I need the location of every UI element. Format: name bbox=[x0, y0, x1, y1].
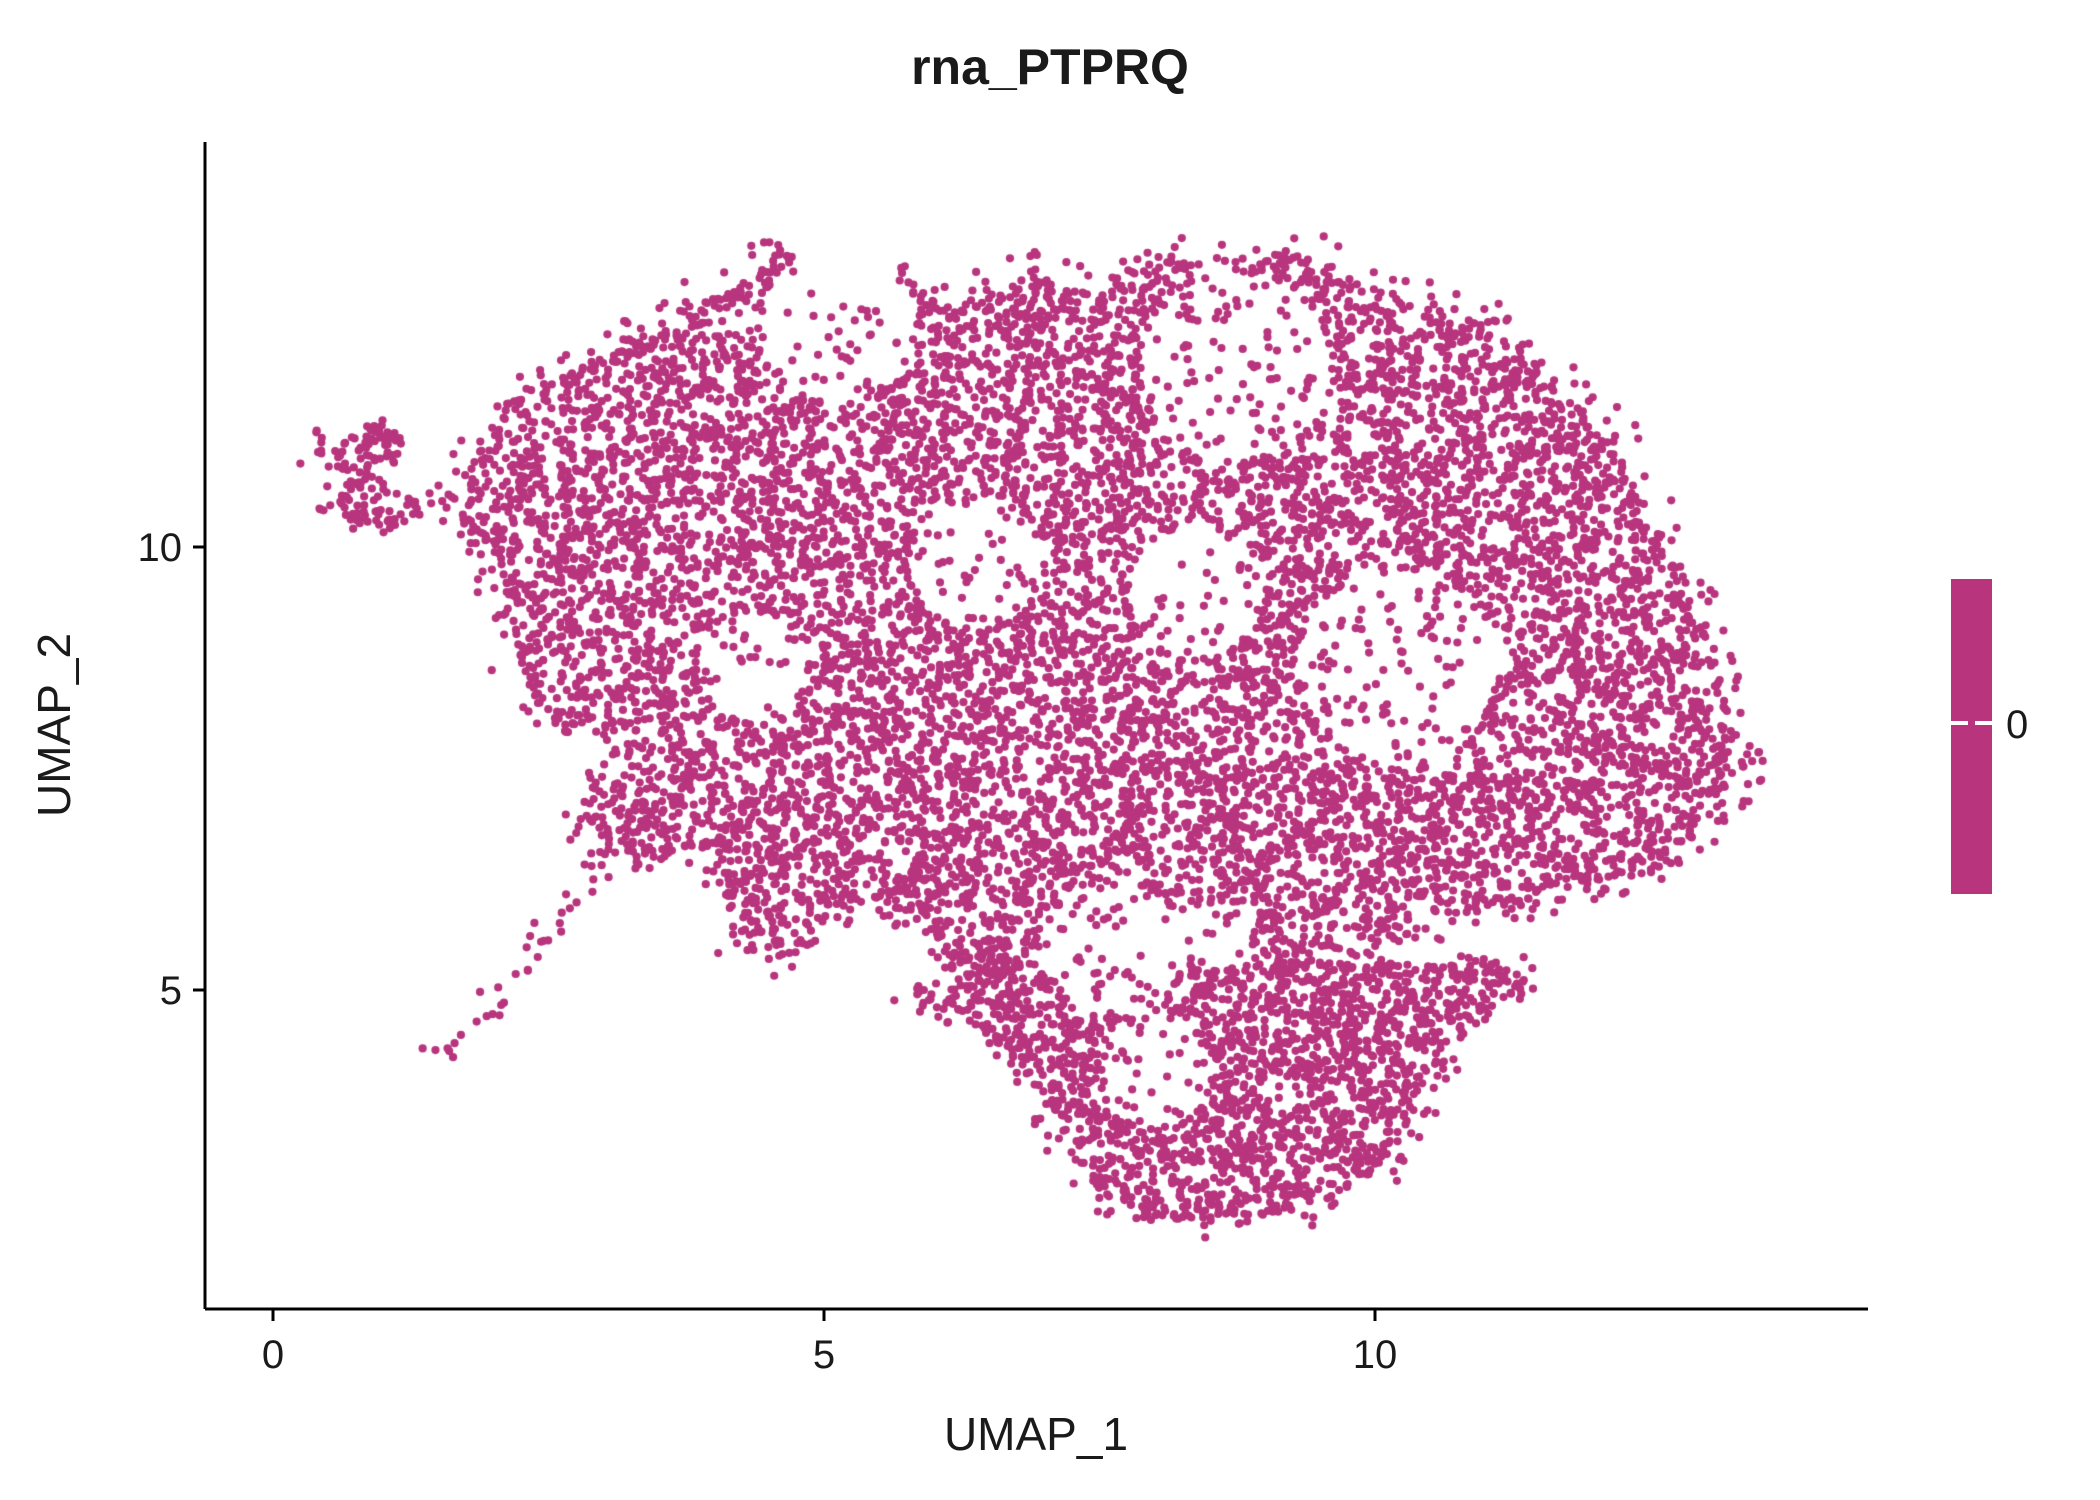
svg-text:5: 5 bbox=[160, 969, 182, 1013]
svg-text:UMAP_1: UMAP_1 bbox=[944, 1408, 1128, 1460]
svg-text:5: 5 bbox=[813, 1333, 835, 1377]
svg-text:0: 0 bbox=[262, 1333, 284, 1377]
svg-text:10: 10 bbox=[138, 526, 183, 570]
svg-text:0: 0 bbox=[2006, 703, 2028, 747]
svg-text:10: 10 bbox=[1353, 1333, 1398, 1377]
svg-text:UMAP_2: UMAP_2 bbox=[28, 633, 80, 817]
